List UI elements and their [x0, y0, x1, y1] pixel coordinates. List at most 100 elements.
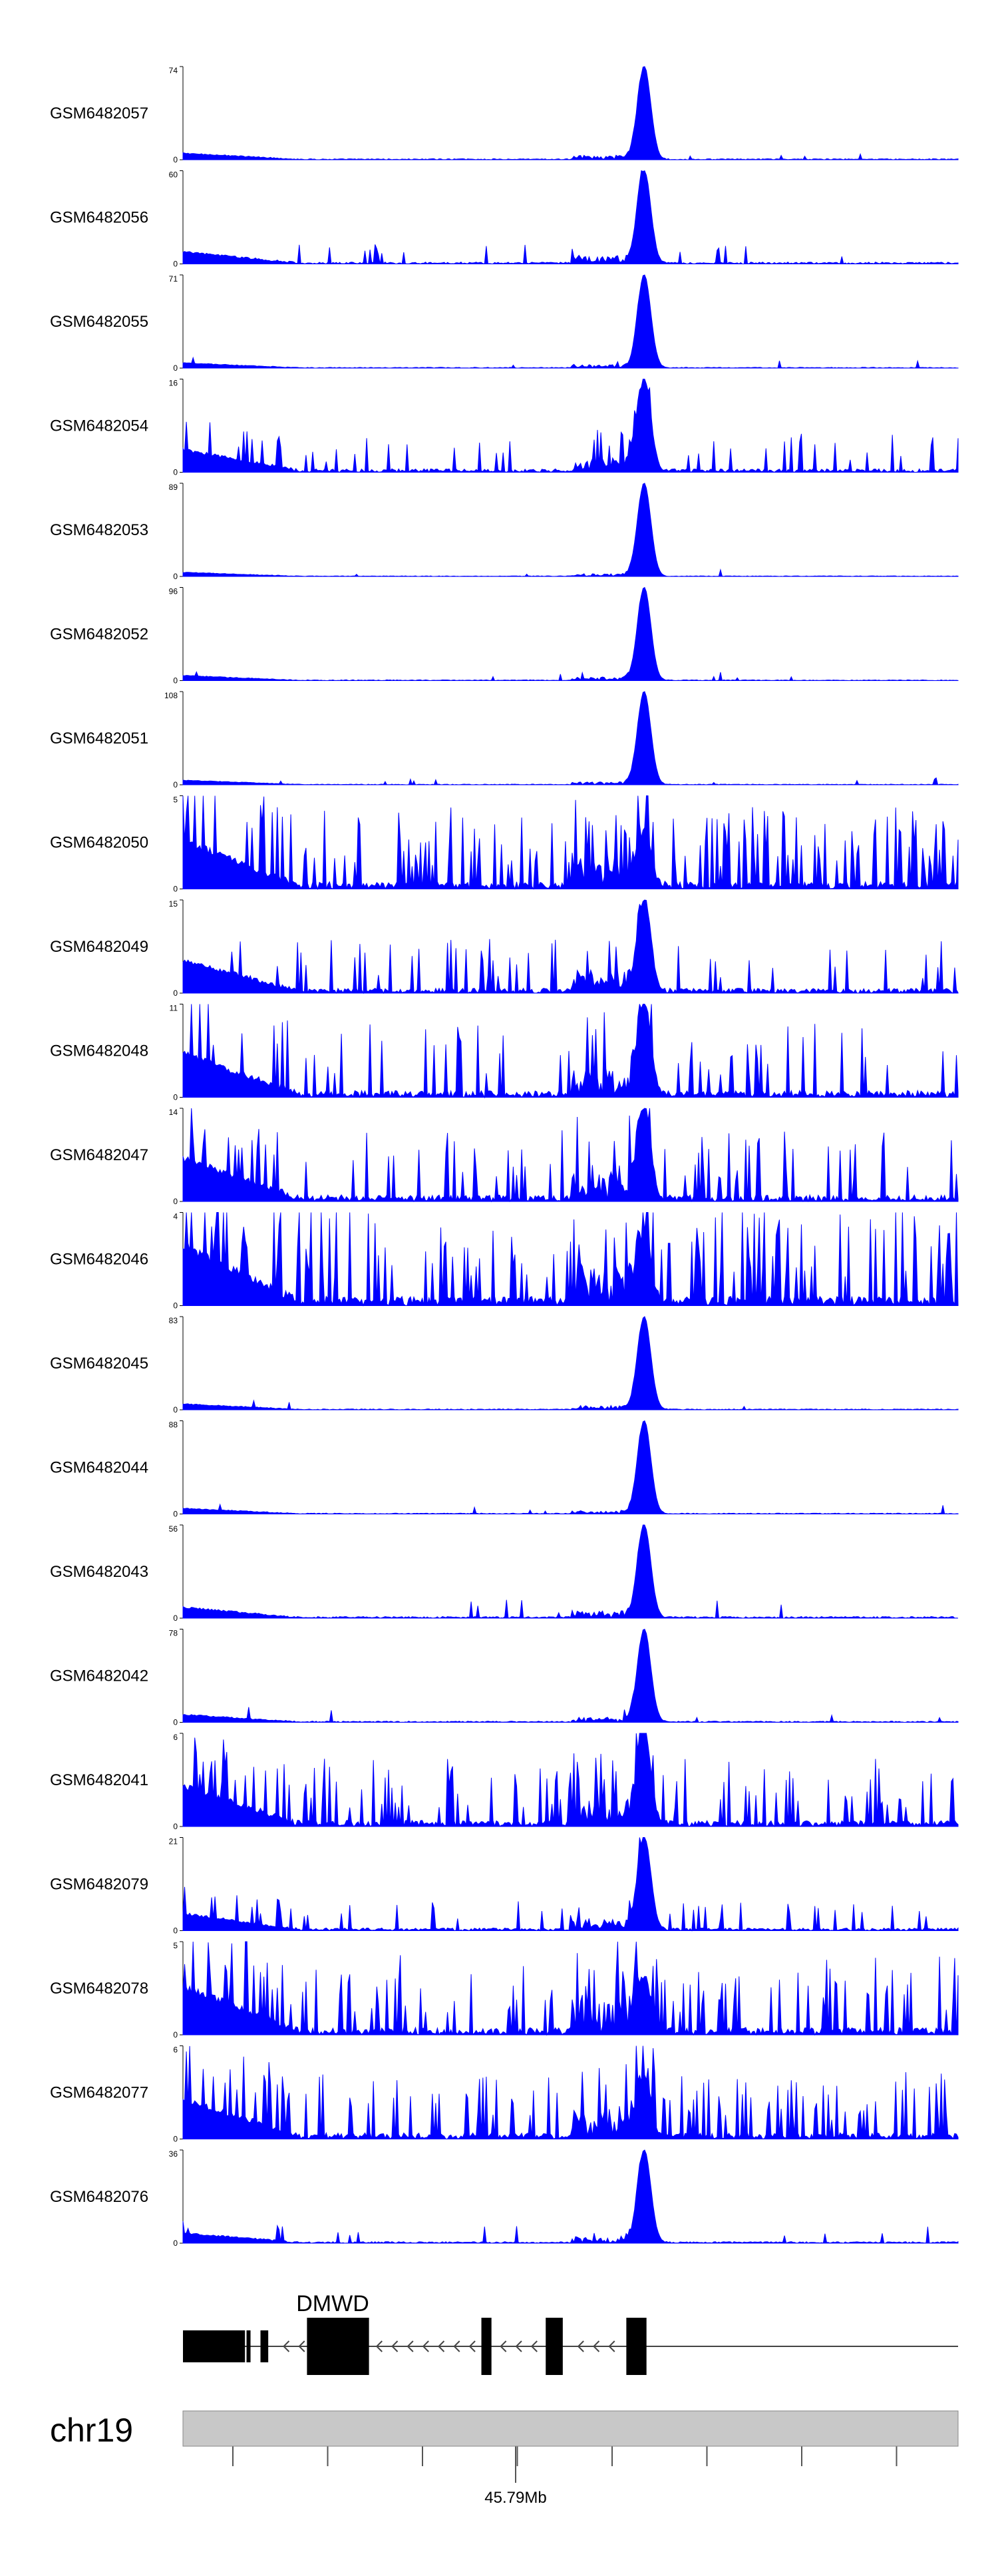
y-max-label: 15: [169, 899, 178, 909]
exon-4: [307, 2318, 369, 2375]
track-label: GSM6482046: [50, 1251, 148, 1269]
exon-3: [260, 2330, 269, 2362]
strand-arrows: [283, 2340, 615, 2352]
track-label: GSM6482049: [50, 938, 148, 956]
strand-arrow: [438, 2340, 445, 2352]
coverage-area: [182, 1941, 959, 2036]
track-GSM6482052: GSM6482052 96 0: [50, 587, 959, 686]
y-max-label: 56: [169, 1524, 178, 1534]
coverage-area: [182, 1108, 959, 1203]
strand-arrow: [391, 2340, 399, 2352]
track-GSM6482053: GSM6482053 89 0: [50, 483, 959, 581]
track-label: GSM6482057: [50, 105, 148, 122]
y-min-label: 0: [173, 1510, 178, 1519]
track-label: GSM6482078: [50, 1980, 148, 1998]
y-min-label: 0: [173, 1197, 178, 1206]
track-label: GSM6482044: [50, 1459, 148, 1477]
track-label: GSM6482056: [50, 209, 148, 227]
track-GSM6482056: GSM6482056 60 0: [50, 170, 959, 269]
y-max-label: 78: [169, 1629, 178, 1638]
coverage-area: [182, 1420, 959, 1515]
y-max-label: 5: [173, 795, 178, 805]
y-max-label: 74: [169, 66, 178, 75]
chromosome-ideogram-bar: [182, 2410, 959, 2447]
strand-arrow: [298, 2340, 305, 2352]
track-GSM6482054: GSM6482054 16 0: [50, 379, 959, 477]
y-min-label: 0: [173, 1405, 178, 1414]
strand-arrow: [375, 2340, 383, 2352]
strand-arrow: [500, 2340, 507, 2352]
track-label: GSM6482079: [50, 1876, 148, 1894]
coverage-area: [182, 1004, 959, 1099]
y-min-label: 0: [173, 1718, 178, 1727]
y-min-label: 0: [173, 363, 178, 373]
track-label: GSM6482042: [50, 1667, 148, 1685]
track-GSM6482078: GSM6482078 5 0: [50, 1941, 959, 2039]
track-label: GSM6482051: [50, 730, 148, 748]
track-label: GSM6482055: [50, 313, 148, 331]
strand-arrow: [515, 2340, 522, 2352]
track-GSM6482045: GSM6482045 83 0: [50, 1316, 959, 1414]
track-label: GSM6482053: [50, 521, 148, 539]
track-GSM6482079: GSM6482079 21 0: [50, 1837, 959, 1936]
chromosome-label: chr19: [50, 2412, 133, 2449]
y-max-label: 89: [169, 483, 178, 492]
y-max-label: 83: [169, 1316, 178, 1325]
track-GSM6482077: GSM6482077 6 0: [50, 2045, 959, 2144]
y-min-label: 0: [173, 155, 178, 164]
gene-label: DMWD: [296, 2291, 369, 2316]
y-max-label: 71: [169, 274, 178, 284]
strand-arrow: [453, 2340, 460, 2352]
y-min-label: 0: [173, 1093, 178, 1102]
exon-2: [246, 2330, 251, 2362]
coverage-area: [182, 899, 959, 994]
track-GSM6482044: GSM6482044 88 0: [50, 1420, 959, 1519]
track-label: GSM6482048: [50, 1042, 148, 1060]
track-label: GSM6482050: [50, 834, 148, 852]
y-min-label: 0: [173, 260, 178, 269]
track-GSM6482051: GSM6482051 108 0: [50, 691, 959, 789]
gene-annotation-track: DMWD: [183, 2291, 958, 2375]
coverage-area: [182, 2149, 959, 2244]
coverage-area: [182, 66, 959, 160]
exon-7: [626, 2318, 647, 2375]
track-GSM6482049: GSM6482049 15 0: [50, 899, 959, 998]
strand-arrow: [407, 2340, 414, 2352]
track-label: GSM6482045: [50, 1355, 148, 1373]
strand-arrow: [530, 2340, 538, 2352]
exon-5: [481, 2318, 492, 2375]
coverage-area: [182, 1524, 959, 1619]
track-label: GSM6482054: [50, 417, 148, 435]
track-GSM6482047: GSM6482047 14 0: [50, 1108, 959, 1206]
strand-arrow: [608, 2340, 615, 2352]
y-max-label: 11: [170, 1004, 178, 1013]
y-min-label: 0: [173, 988, 178, 998]
coverage-area: [182, 1628, 959, 1723]
track-GSM6482076: GSM6482076 36 0: [50, 2149, 959, 2248]
y-min-label: 0: [173, 1822, 178, 1831]
track-label: GSM6482043: [50, 1563, 148, 1581]
track-GSM6482046: GSM6482046 4 0: [50, 1212, 959, 1311]
strand-arrow: [422, 2340, 429, 2352]
strand-arrow: [593, 2340, 600, 2352]
y-max-label: 16: [169, 379, 178, 388]
y-max-label: 6: [173, 2045, 178, 2055]
y-min-label: 0: [173, 468, 178, 477]
y-min-label: 0: [173, 1613, 178, 1623]
coverage-area: [182, 691, 959, 785]
coverage-tracks: GSM6482057740GSM6482056600GSM6482055710G…: [50, 66, 959, 2248]
chromosome-axis: chr19 45.79Mb: [50, 2410, 959, 2507]
strand-arrow: [468, 2340, 476, 2352]
track-label: GSM6482041: [50, 1771, 148, 1789]
track-GSM6482050: GSM6482050 5 0: [50, 795, 959, 894]
coverage-area: [182, 1837, 959, 1932]
y-max-label: 88: [169, 1420, 178, 1430]
track-GSM6482043: GSM6482043 56 0: [50, 1524, 959, 1623]
track-label: GSM6482076: [50, 2188, 148, 2206]
axis-ticks: [232, 2446, 898, 2483]
coverage-area: [182, 274, 959, 369]
y-min-label: 0: [173, 2030, 178, 2039]
track-GSM6482042: GSM6482042 78 0: [50, 1628, 959, 1727]
y-max-label: 5: [173, 1941, 178, 1950]
